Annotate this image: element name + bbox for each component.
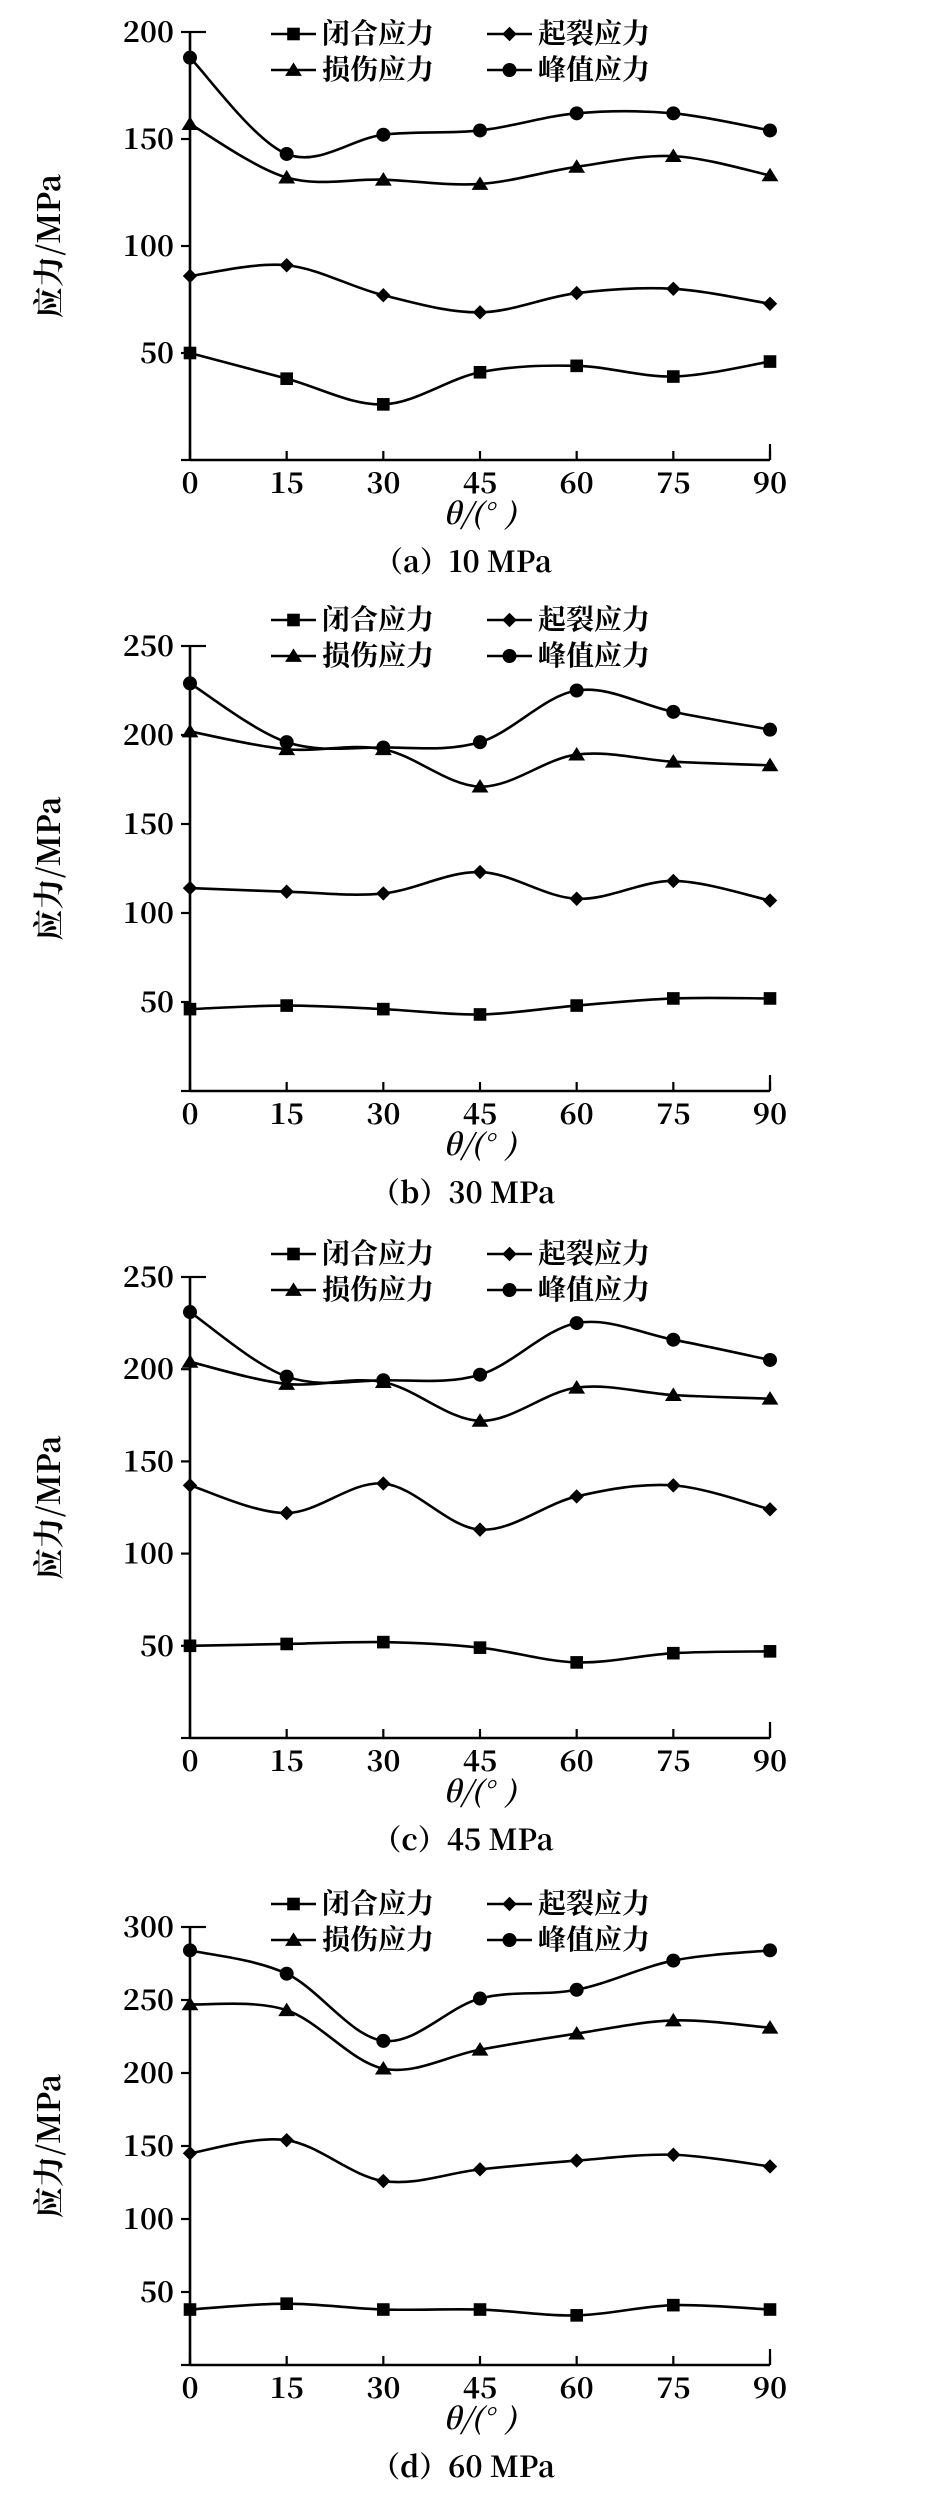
svg-text:应力/MPa: 应力/MPa — [24, 173, 69, 318]
svg-text:损伤应力: 损伤应力 — [322, 1268, 434, 1308]
svg-text:200: 200 — [123, 1347, 174, 1388]
svg-text:起裂应力: 起裂应力 — [538, 1882, 650, 1922]
svg-text:75: 75 — [656, 461, 690, 502]
svg-text:θ/(° ): θ/(° ) — [444, 1770, 518, 1811]
svg-text:90: 90 — [753, 1092, 787, 1133]
svg-text:（b）30 MPa: （b）30 MPa — [371, 1171, 555, 1212]
svg-text:0: 0 — [181, 461, 198, 502]
svg-text:300: 300 — [123, 1905, 174, 1946]
svg-text:起裂应力: 起裂应力 — [538, 598, 650, 638]
svg-text:250: 250 — [123, 1978, 174, 2019]
svg-text:损伤应力: 损伤应力 — [322, 634, 434, 674]
svg-text:50: 50 — [140, 980, 174, 1021]
svg-text:（a）10 MPa: （a）10 MPa — [374, 540, 552, 581]
svg-text:（c）45 MPa: （c）45 MPa — [372, 1818, 553, 1859]
svg-text:50: 50 — [140, 1624, 174, 1665]
svg-text:150: 150 — [123, 1439, 174, 1480]
svg-text:起裂应力: 起裂应力 — [538, 1232, 650, 1272]
svg-text:30: 30 — [366, 2366, 400, 2407]
svg-text:闭合应力: 闭合应力 — [322, 1232, 434, 1272]
svg-text:15: 15 — [270, 1092, 304, 1133]
svg-text:60: 60 — [560, 2366, 594, 2407]
svg-text:峰值应力: 峰值应力 — [538, 634, 650, 674]
svg-text:0: 0 — [181, 2366, 198, 2407]
svg-text:100: 100 — [123, 224, 174, 265]
svg-text:30: 30 — [366, 1739, 400, 1780]
svg-text:200: 200 — [123, 713, 174, 754]
svg-text:200: 200 — [123, 2051, 174, 2092]
svg-text:75: 75 — [656, 1739, 690, 1780]
svg-text:损伤应力: 损伤应力 — [322, 1918, 434, 1958]
svg-text:（d）60 MPa: （d）60 MPa — [371, 2445, 555, 2486]
svg-text:应力/MPa: 应力/MPa — [24, 1435, 69, 1580]
svg-text:200: 200 — [123, 10, 174, 51]
svg-text:60: 60 — [560, 1092, 594, 1133]
svg-text:75: 75 — [656, 1092, 690, 1133]
svg-text:闭合应力: 闭合应力 — [322, 598, 434, 638]
svg-text:60: 60 — [560, 461, 594, 502]
svg-text:θ/(° ): θ/(° ) — [444, 2397, 518, 2438]
svg-text:闭合应力: 闭合应力 — [322, 1882, 434, 1922]
svg-text:损伤应力: 损伤应力 — [322, 48, 434, 88]
svg-text:150: 150 — [123, 117, 174, 158]
svg-text:250: 250 — [123, 624, 174, 665]
svg-text:30: 30 — [366, 461, 400, 502]
svg-text:起裂应力: 起裂应力 — [538, 12, 650, 52]
svg-text:峰值应力: 峰值应力 — [538, 1918, 650, 1958]
svg-text:0: 0 — [181, 1092, 198, 1133]
svg-text:0: 0 — [181, 1739, 198, 1780]
svg-text:15: 15 — [270, 1739, 304, 1780]
svg-text:15: 15 — [270, 461, 304, 502]
svg-text:100: 100 — [123, 1532, 174, 1573]
svg-text:60: 60 — [560, 1739, 594, 1780]
svg-text:150: 150 — [123, 802, 174, 843]
svg-text:90: 90 — [753, 1739, 787, 1780]
svg-text:90: 90 — [753, 2366, 787, 2407]
svg-text:100: 100 — [123, 2197, 174, 2238]
svg-text:150: 150 — [123, 2124, 174, 2165]
svg-text:峰值应力: 峰值应力 — [538, 1268, 650, 1308]
svg-text:100: 100 — [123, 891, 174, 932]
svg-text:90: 90 — [753, 461, 787, 502]
svg-text:应力/MPa: 应力/MPa — [24, 2073, 69, 2218]
svg-text:15: 15 — [270, 2366, 304, 2407]
svg-text:应力/MPa: 应力/MPa — [24, 796, 69, 941]
svg-text:50: 50 — [140, 331, 174, 372]
svg-text:θ/(° ): θ/(° ) — [444, 492, 518, 533]
svg-text:250: 250 — [123, 1255, 174, 1296]
svg-text:θ/(° ): θ/(° ) — [444, 1123, 518, 1164]
svg-text:闭合应力: 闭合应力 — [322, 12, 434, 52]
svg-text:30: 30 — [366, 1092, 400, 1133]
svg-text:峰值应力: 峰值应力 — [538, 48, 650, 88]
svg-text:75: 75 — [656, 2366, 690, 2407]
svg-text:50: 50 — [140, 2270, 174, 2311]
